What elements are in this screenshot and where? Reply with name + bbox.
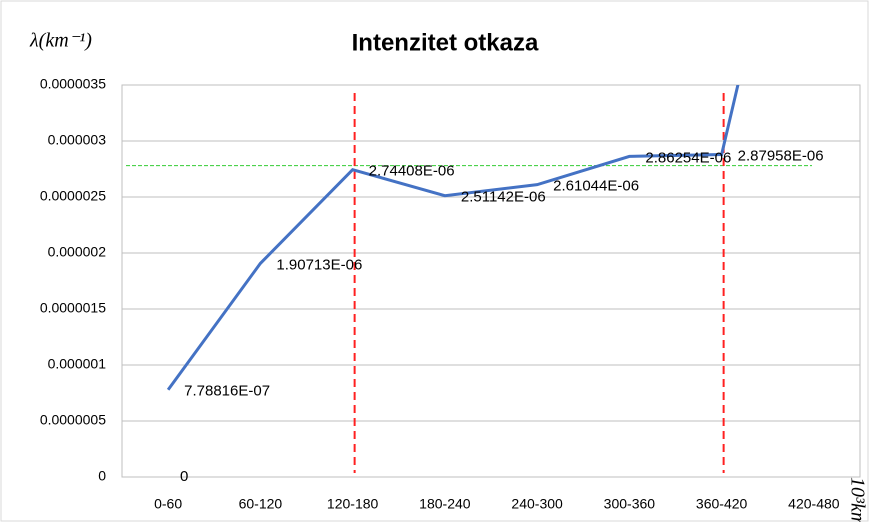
data-label: 1.90713E-06: [276, 256, 362, 273]
data-label: 2.61044E-06: [553, 178, 639, 195]
x-tick-label: 180-240: [419, 496, 471, 512]
x-tick-label: 0-60: [154, 496, 182, 512]
x-axis-label: 10³km: [846, 477, 868, 522]
x-tick-label: 420-480: [788, 496, 840, 512]
y-tick-label: 0.000003: [48, 132, 107, 148]
y-axis-label: λ(km⁻¹): [29, 30, 92, 52]
x-tick-label: 300-360: [604, 496, 656, 512]
data-label: 2.51142E-06: [461, 189, 546, 206]
x-tick-label: 240-300: [511, 496, 563, 512]
y-tick-label: 0.0000025: [40, 188, 106, 204]
y-tick-label: 0: [98, 468, 106, 484]
data-label: 2.74408E-06: [369, 163, 455, 180]
x-tick-label: 360-420: [696, 496, 748, 512]
chart-title: Intenzitet otkaza: [352, 29, 539, 56]
series-line: [166, 85, 740, 391]
y-tick-label: 0.0000035: [40, 76, 106, 92]
y-tick-label: 0.000002: [48, 244, 107, 260]
y-tick-label: 0.0000005: [40, 412, 106, 428]
data-label: 2.86254E-06: [645, 149, 731, 166]
data-label: 7.78816E-07: [184, 383, 270, 400]
y-tick-label: 0.0000015: [40, 300, 106, 316]
y-tick-label: 0.000001: [48, 356, 107, 372]
x-tick-label: 120-180: [327, 496, 379, 512]
data-label: 2.87958E-06: [738, 147, 824, 164]
x-tick-label: 60-120: [239, 496, 283, 512]
plot-clip: [166, 85, 740, 391]
data-label: 0: [180, 468, 188, 485]
